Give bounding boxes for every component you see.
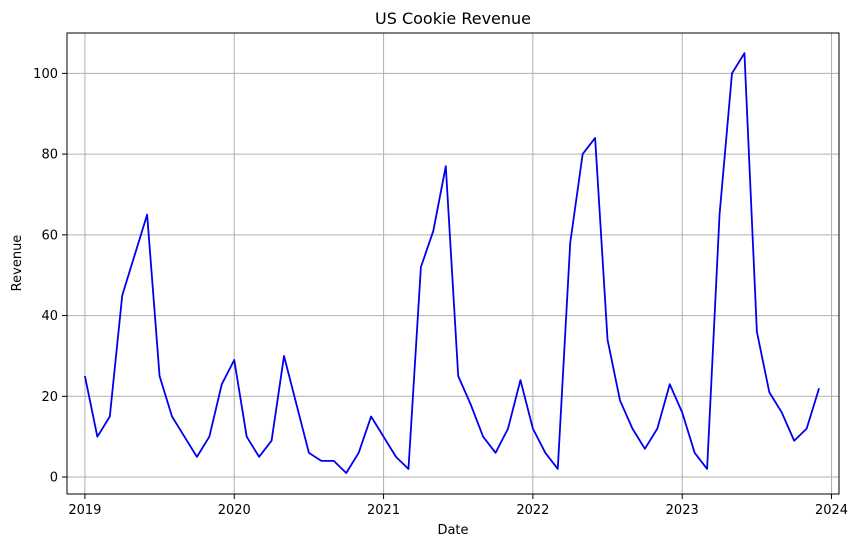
x-tick-label: 2024 [815, 503, 848, 518]
y-tick-label: 100 [33, 67, 58, 82]
y-tick-label: 80 [41, 148, 58, 163]
x-tick-label: 2019 [68, 503, 101, 518]
series-layer [85, 53, 819, 473]
series-revenue [85, 53, 819, 473]
revenue-line [85, 53, 819, 473]
y-tick-label: 40 [41, 309, 58, 324]
x-tick-label: 2023 [666, 503, 699, 518]
y-axis: 0 20 40 60 80 100 [33, 67, 67, 486]
y-tick-label: 60 [41, 228, 58, 243]
plot-frame [67, 33, 839, 494]
x-axis-title: Date [437, 523, 468, 538]
x-tick-label: 2021 [367, 503, 400, 518]
y-axis-title: Revenue [10, 235, 25, 292]
grid [67, 33, 839, 494]
y-tick-label: 20 [41, 390, 58, 405]
y-tick-label: 0 [50, 471, 58, 486]
x-tick-label: 2022 [516, 503, 549, 518]
x-axis: 2019 2020 2021 2022 2023 2024 [68, 494, 848, 518]
chart-title: US Cookie Revenue [375, 9, 531, 28]
x-tick-label: 2020 [218, 503, 251, 518]
